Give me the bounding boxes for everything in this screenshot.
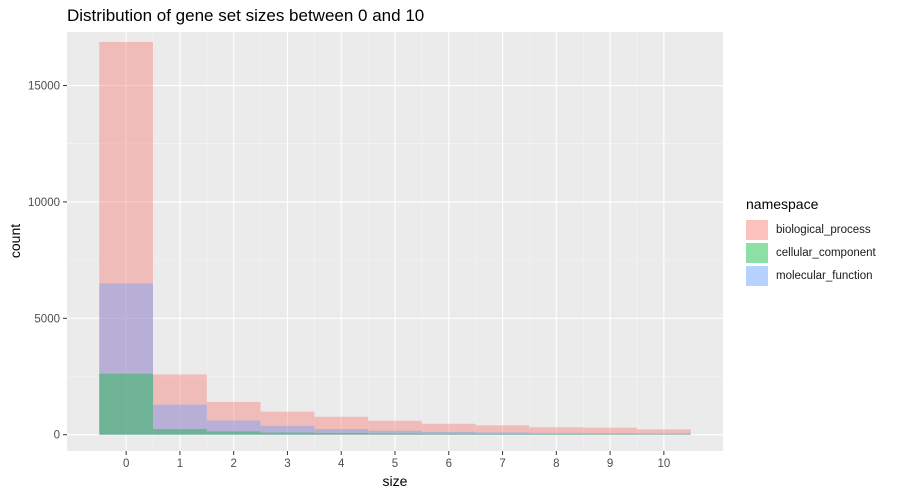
bar-biological-process	[260, 411, 315, 435]
bar-molecular-function	[583, 433, 637, 435]
bar-biological-process	[421, 423, 476, 435]
bar-biological-process	[368, 420, 422, 435]
bar-molecular-function	[475, 432, 530, 435]
bar-biological-process	[475, 425, 530, 435]
bar-molecular-function	[260, 425, 315, 435]
bar-biological-process	[153, 374, 207, 435]
bar-molecular-function	[368, 430, 422, 435]
bars	[99, 42, 691, 435]
x-tick-label: 9	[607, 458, 613, 470]
grid-lines	[67, 32, 723, 451]
x-tick-label: 3	[284, 458, 290, 470]
bar-cellular-component	[260, 432, 315, 435]
legend-item-cellular-component: cellular_component	[746, 241, 876, 264]
bar-molecular-function	[529, 432, 584, 435]
bar-biological-process	[314, 416, 369, 435]
bar-cellular-component	[529, 434, 584, 435]
bar-molecular-function	[314, 429, 369, 435]
legend-key	[746, 265, 768, 286]
bar-cellular-component	[475, 434, 530, 435]
x-tick-label: 5	[392, 458, 398, 470]
bar-molecular-function	[153, 404, 207, 435]
legend: namespace biological_process cellular_com…	[746, 196, 876, 287]
y-axis-ticks: 0 5000 10000 15000	[28, 81, 67, 442]
legend-label: molecular_function	[776, 269, 873, 282]
bar-molecular-function	[421, 431, 476, 435]
legend-item-molecular-function: molecular_function	[746, 264, 876, 287]
bar-biological-process	[636, 429, 691, 435]
legend-key	[746, 242, 768, 263]
legend-title: namespace	[746, 196, 819, 212]
x-tick-label: 2	[230, 458, 236, 470]
bar-biological-process	[583, 427, 637, 435]
x-tick-label: 1	[177, 458, 183, 470]
x-axis-title: size	[383, 473, 408, 489]
bar-cellular-component	[314, 433, 369, 435]
y-tick-label: 0	[54, 430, 60, 442]
x-tick-label: 7	[499, 458, 505, 470]
x-tick-label: 8	[553, 458, 559, 470]
x-tick-label: 10	[657, 458, 670, 470]
y-tick-label: 5000	[34, 313, 60, 325]
bar-molecular-function	[206, 420, 261, 435]
legend-item-biological-process: biological_process	[746, 218, 876, 241]
bar-cellular-component	[368, 433, 422, 435]
x-tick-label: 0	[123, 458, 129, 470]
legend-label: biological_process	[776, 223, 871, 236]
bar-biological-process	[99, 42, 154, 435]
legend-label: cellular_component	[776, 246, 876, 259]
bar-cellular-component	[206, 431, 261, 435]
y-tick-label: 15000	[28, 81, 60, 93]
bar-cellular-component	[421, 433, 476, 435]
bar-biological-process	[529, 427, 584, 435]
bar-cellular-component	[153, 429, 207, 435]
y-axis-title: count	[7, 224, 23, 258]
bar-molecular-function	[636, 433, 691, 435]
legend-key	[746, 219, 768, 240]
x-tick-label: 6	[446, 458, 452, 470]
bar-biological-process	[206, 401, 261, 435]
x-axis-ticks: 0 1 2 3 4 5 6 7 8 9 10	[123, 451, 670, 470]
bar-cellular-component	[99, 373, 154, 435]
x-tick-label: 4	[338, 458, 345, 470]
bar-molecular-function	[99, 283, 154, 435]
chart-title: Distribution of gene set sizes between 0…	[67, 6, 425, 25]
y-tick-label: 10000	[28, 197, 60, 209]
